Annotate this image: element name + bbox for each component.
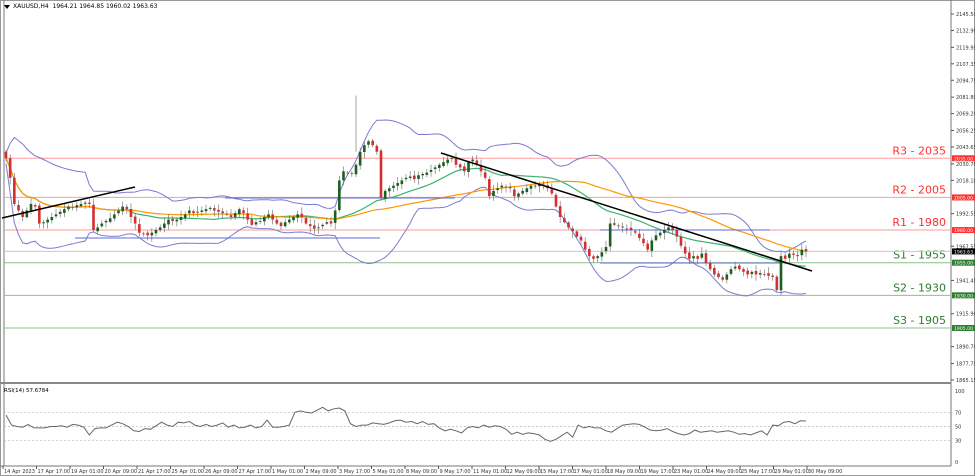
time-tick-label: 5 May 01:00 [373,469,404,475]
price-tick-label: 1992.55 [956,212,975,218]
bollinger-upper [5,119,807,253]
time-axis: 14 Apr 2023 17 Apr 17:00 19 Apr 01:00 20 Ap… [2,466,842,475]
level-tag-text: 2005.00 [954,195,973,201]
level-tag-text: 2035.00 [954,156,973,162]
candlesticks [4,95,808,296]
price-tick-label: 2094.75 [956,78,975,84]
ma-slow-line [5,158,807,252]
level-label-r3: R3 - 2035 [892,144,946,157]
time-tick-label: 24 May 09:00 [708,469,742,475]
time-tick-label: 2 May 09:00 [306,469,337,475]
level-tag-r1 [952,227,975,234]
price-tick-label: 1967.55 [956,244,975,250]
price-tick-label: 1865.15 [956,378,975,384]
level-tag-r2 [952,194,975,201]
time-tick-label: 9 May 17:00 [440,469,471,475]
price-tick-label: 2018.10 [956,178,975,184]
rsi-tick-label: 70 [955,410,961,416]
downtrend-line [440,152,813,272]
current-price-text: 1963.63 [954,249,973,255]
level-tag-s1 [952,259,975,266]
price-tick-label: 2056.25 [956,129,975,135]
level-label-s3: S3 - 1905 [893,314,946,327]
price-tick-label: 1941.45 [956,278,975,284]
level-tag-s3 [952,324,975,331]
time-tick-label: 17 Apr 17:00 [38,469,71,475]
time-tick-label: 3 May 17:00 [339,469,370,475]
rsi-tick-label: 30 [955,439,961,445]
ohlc-values: 1964.21 1964.85 1960.02 1963.63 [52,3,158,10]
price-tick-label: 2132.90 [956,28,975,34]
time-tick-label: 8 May 09:00 [406,469,437,475]
level-label-s1: S1 - 1955 [893,249,946,262]
price-tick-label: 2145.50 [956,12,975,18]
level-tag-text: 1930.00 [954,293,973,299]
price-tick-label: 1890.70 [956,345,975,351]
time-tick-label: 18 May 09:00 [607,469,641,475]
support-resistance-levels: R3 - 2035 2035.00 R2 - 2005 2005.00 R1 - 198… [4,144,975,332]
price-tick-label: 1877.75 [956,362,975,368]
time-tick-label: 21 Apr 17:00 [138,469,171,475]
price-tick-label: 2081.80 [956,95,975,101]
level-label-s2: S2 - 1930 [893,281,946,294]
symbol-label: XAUUSD,H4 [13,3,49,10]
rsi-tick-label: 0 [955,460,958,466]
price-tick-label: 2069.20 [956,112,975,118]
level-label-r2: R2 - 2005 [892,183,946,196]
time-tick-label: 17 May 01:00 [574,469,608,475]
price-axis: 2145.50 2132.90 2119.95 2107.35 2094.75 2081.… [951,12,975,384]
uptrend-line [1,186,136,219]
level-tag-r3 [952,155,975,162]
price-tick-label: 2119.95 [956,45,975,51]
price-tick-label: 1915.90 [956,312,975,318]
time-tick-label: 25 May 17:00 [741,469,775,475]
time-tick-label: 29 May 01:00 [775,469,809,475]
price-tick-label: 2030.70 [956,162,975,168]
trendlines [1,152,813,272]
time-tick-label: 23 May 01:00 [674,469,708,475]
level-tag-text: 1980.00 [954,228,973,234]
price-tick-label: 2107.35 [956,62,975,68]
rsi-tick-label: 100 [955,389,965,395]
rsi-line [5,406,807,442]
level-tag-text: 1955.00 [954,261,973,267]
price-tick-label: 2043.65 [956,145,975,151]
rsi-tick-label: 50 [955,425,961,431]
current-price-tag [952,248,975,255]
time-tick-label: 30 May 09:00 [808,469,842,475]
time-tick-label: 15 May 17:00 [540,469,574,475]
chart-header: XAUUSD,H4 1964.21 1964.85 1960.02 1963.6… [4,3,157,10]
rsi-panel: 100 70 50 30 0 [4,389,965,466]
level-label-r1: R1 - 1980 [892,216,946,229]
time-tick-label: 20 Apr 09:00 [105,469,138,475]
time-tick-label: 19 Apr 01:00 [71,469,104,475]
time-tick-label: 27 Apr 17:00 [239,469,272,475]
time-tick-label: 26 Apr 09:00 [205,469,238,475]
time-tick-label: 25 Apr 01:00 [172,469,205,475]
level-tag-s2 [952,292,975,299]
level-tag-text: 1905.00 [954,326,973,332]
time-tick-label: 12 May 09:00 [507,469,541,475]
time-tick-label: 11 May 01:00 [473,469,507,475]
time-tick-label: 14 Apr 2023 [4,469,35,475]
time-tick-label: 1 May 01:00 [272,469,303,475]
rsi-label: RSI(14) 57.6784 [4,388,49,394]
dropdown-triangle-icon[interactable] [4,4,10,9]
time-tick-label: 19 May 17:00 [641,469,675,475]
